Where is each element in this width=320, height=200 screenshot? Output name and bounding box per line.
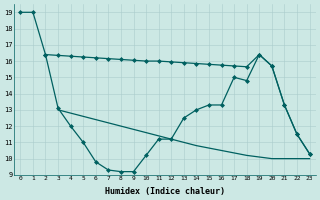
X-axis label: Humidex (Indice chaleur): Humidex (Indice chaleur): [105, 187, 225, 196]
